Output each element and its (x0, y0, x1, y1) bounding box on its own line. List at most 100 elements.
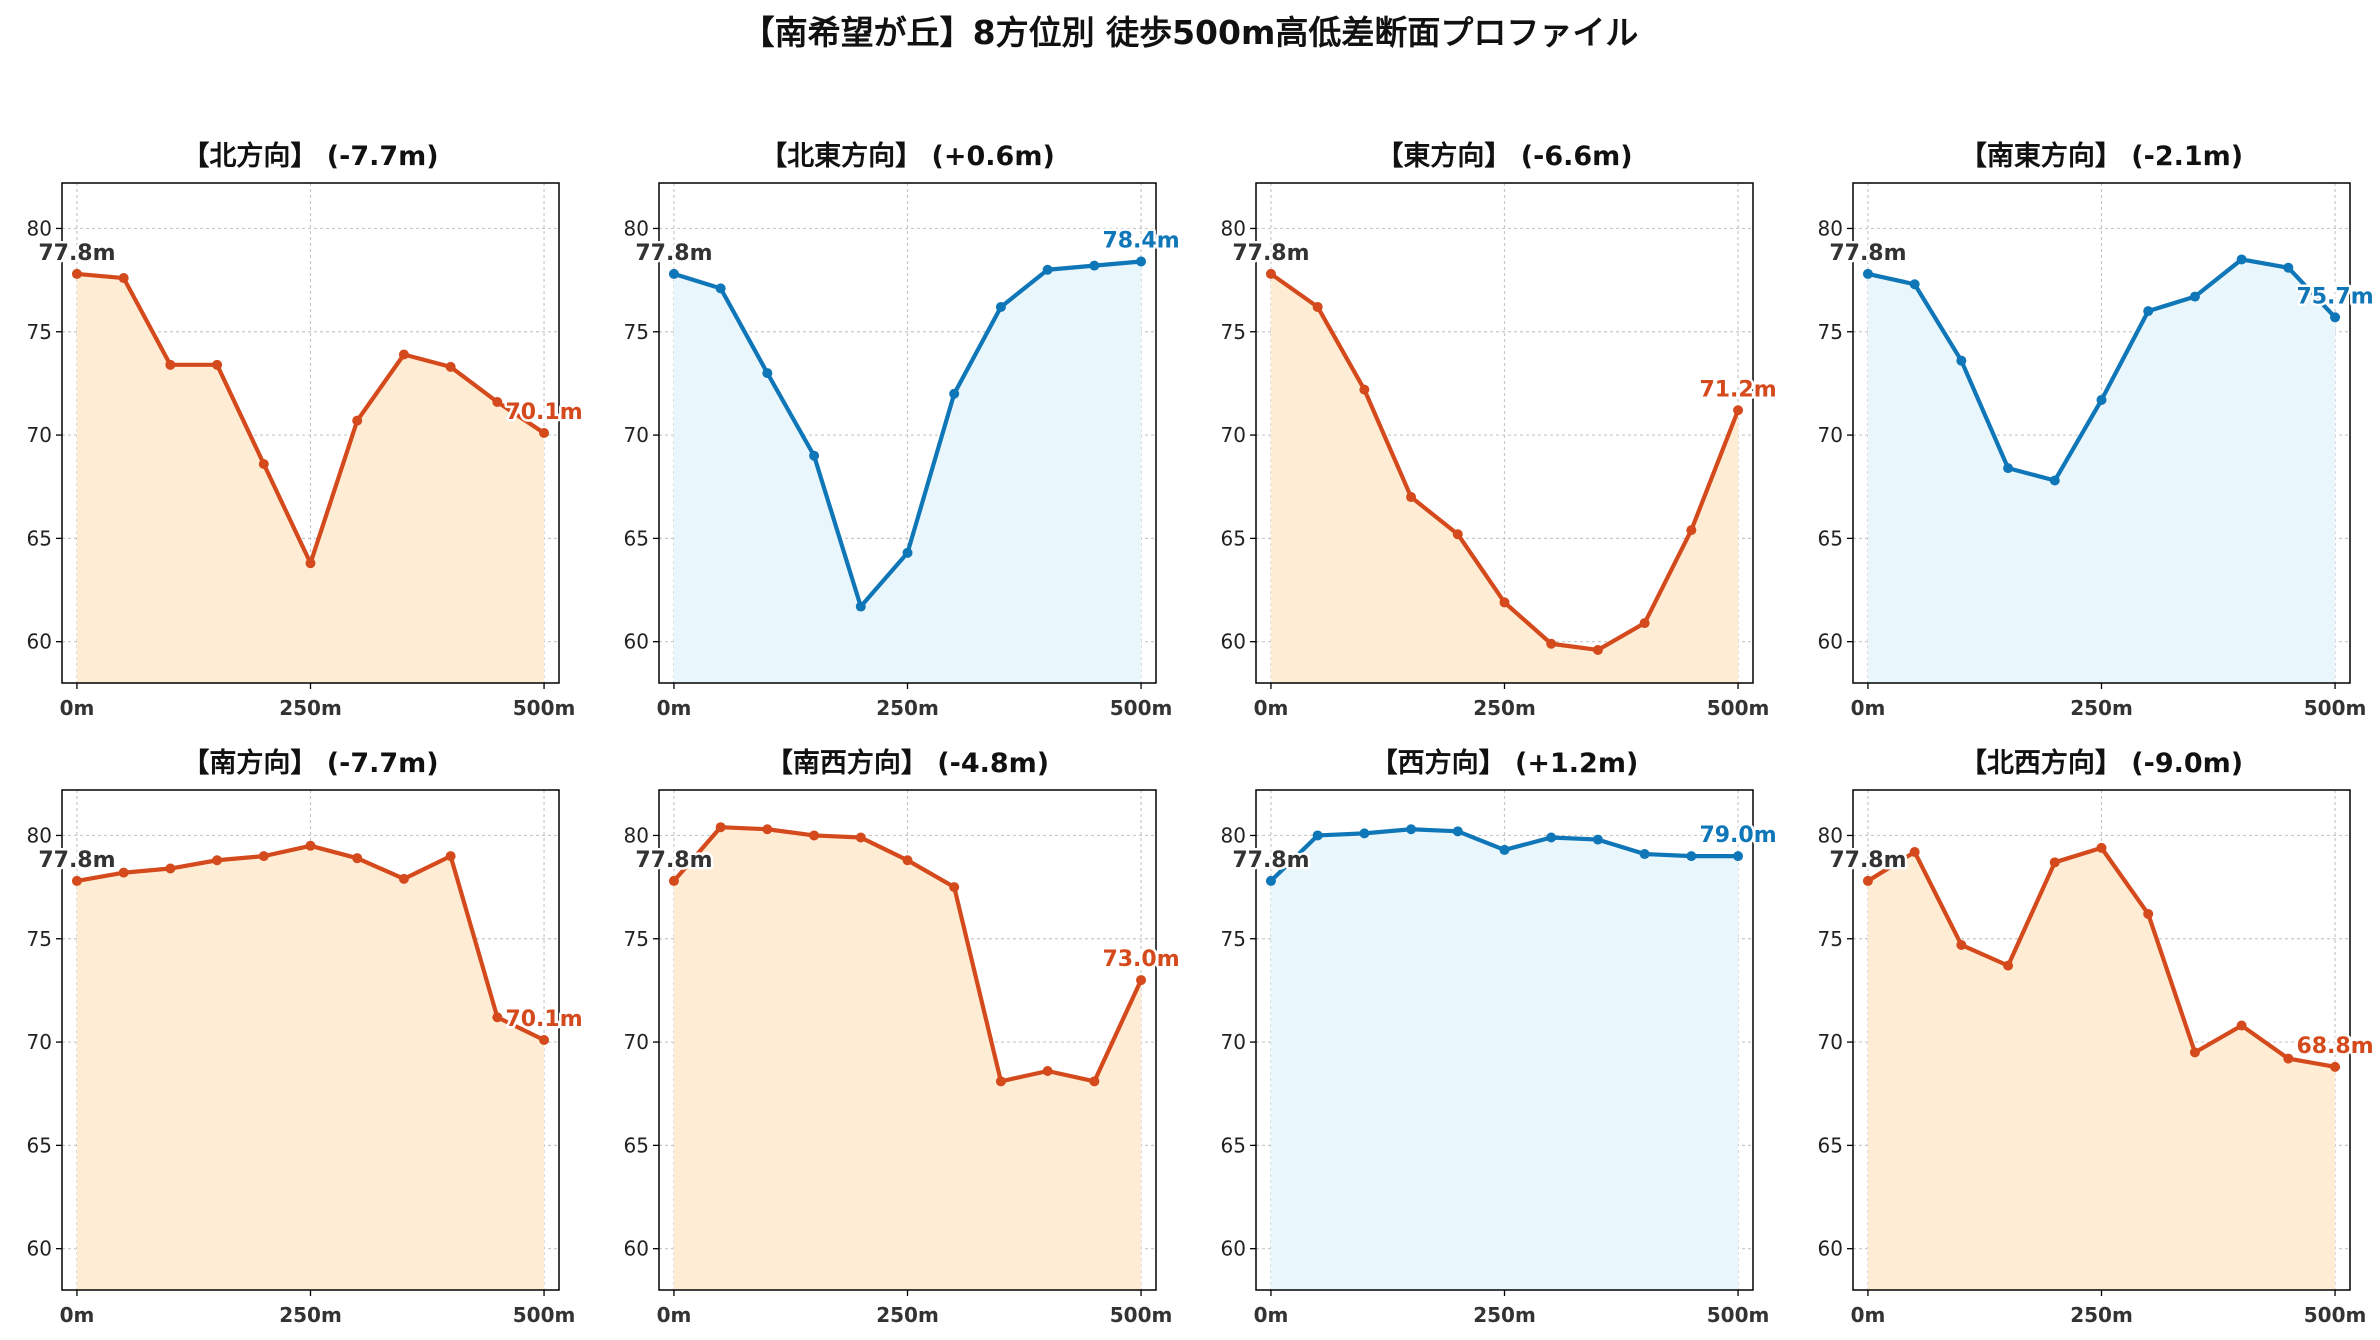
ytick-label: 70 (1818, 423, 1843, 447)
data-point (118, 273, 129, 284)
xtick-label: 0m (60, 696, 95, 720)
ytick-label: 80 (624, 823, 649, 847)
ytick-label: 65 (624, 1133, 649, 1157)
xtick-label: 500m (1110, 1303, 1173, 1327)
data-point (1312, 301, 1323, 312)
data-point (352, 853, 363, 864)
panel-title: 【北方向】 (-7.7m) (182, 140, 438, 172)
data-point (1312, 830, 1323, 841)
ytick-label: 75 (624, 320, 649, 344)
ytick-label: 75 (1221, 320, 1246, 344)
ytick-label: 65 (27, 526, 52, 550)
area-fill (1270, 273, 1739, 683)
xtick-label: 500m (513, 1303, 576, 1327)
ytick-label: 60 (27, 1237, 52, 1261)
ytick-label: 65 (1221, 1133, 1246, 1157)
data-point (809, 450, 820, 461)
data-point (1265, 268, 1276, 279)
ytick-label: 60 (1221, 1237, 1246, 1261)
data-point (352, 415, 363, 426)
panel-3: 【南東方向】 (-2.1m) 60 65 70 75 80 0m 250m 500m 77.8m 7… (1818, 140, 2377, 720)
ytick-label: 80 (1818, 216, 1843, 240)
ytick-label: 80 (1818, 823, 1843, 847)
ytick-label: 60 (27, 630, 52, 654)
start-label: 77.8m (1829, 848, 1906, 873)
xtick-label: 500m (513, 696, 576, 720)
data-point (1359, 384, 1370, 395)
xtick-label: 500m (2304, 1303, 2367, 1327)
ytick-label: 75 (624, 927, 649, 951)
data-point (1359, 828, 1370, 839)
data-point (492, 1012, 503, 1023)
data-point (1909, 279, 1920, 290)
area-fill (673, 827, 1142, 1290)
data-point (2189, 291, 2200, 302)
panel-title: 【南西方向】 (-4.8m) (766, 747, 1049, 779)
data-point (305, 840, 316, 851)
ytick-label: 65 (624, 526, 649, 550)
data-point (1089, 1076, 1100, 1087)
start-label: 77.8m (1232, 241, 1309, 266)
data-point (2330, 312, 2341, 323)
data-point (1546, 832, 1557, 843)
data-point (1956, 355, 1967, 366)
ytick-label: 65 (27, 1133, 52, 1157)
xtick-label: 0m (60, 1303, 95, 1327)
data-point (2096, 842, 2107, 853)
data-point (2049, 857, 2060, 868)
xtick-label: 250m (279, 1303, 342, 1327)
data-point (1499, 844, 1510, 855)
data-point (715, 283, 726, 294)
data-point (118, 867, 129, 878)
panel-5: 【南西方向】 (-4.8m) 60 65 70 75 80 0m 250m 500m 77.8m 7… (624, 747, 1183, 1327)
data-point (809, 830, 820, 841)
data-point (1956, 939, 1967, 950)
data-point (2143, 908, 2154, 919)
ytick-label: 80 (27, 823, 52, 847)
xtick-label: 250m (876, 1303, 939, 1327)
ytick-label: 60 (1818, 630, 1843, 654)
data-point (1639, 849, 1650, 860)
end-label: 70.1m (505, 1007, 582, 1032)
data-point (1862, 875, 1873, 886)
ytick-label: 80 (1221, 216, 1246, 240)
ytick-label: 70 (624, 1030, 649, 1054)
ytick-label: 80 (1221, 823, 1246, 847)
xtick-label: 500m (1707, 696, 1770, 720)
data-point (949, 882, 960, 893)
end-label: 70.1m (505, 400, 582, 425)
data-point (492, 397, 503, 408)
area-fill (76, 845, 545, 1290)
end-label: 79.0m (1699, 823, 1776, 848)
data-point (398, 873, 409, 884)
ytick-label: 75 (27, 320, 52, 344)
xtick-label: 0m (1851, 696, 1886, 720)
panel-0: 【北方向】 (-7.7m) 60 65 70 75 80 0m 250m 500m 77.8m 70… (27, 140, 586, 720)
panel-title: 【南方向】 (-7.7m) (182, 747, 438, 779)
data-point (995, 1076, 1006, 1087)
panel-title: 【西方向】 (+1.2m) (1371, 747, 1639, 779)
ytick-label: 75 (1818, 927, 1843, 951)
data-point (212, 855, 223, 866)
data-point (1452, 529, 1463, 540)
data-point (2283, 1053, 2294, 1064)
xtick-label: 250m (2070, 696, 2133, 720)
data-point (1089, 260, 1100, 271)
ytick-label: 65 (1818, 1133, 1843, 1157)
ytick-label: 70 (27, 423, 52, 447)
ytick-label: 60 (624, 1237, 649, 1261)
end-label: 71.2m (1699, 377, 1776, 402)
data-point (445, 851, 456, 862)
panel-title: 【北東方向】 (+0.6m) (760, 140, 1055, 172)
data-point (1733, 851, 1744, 862)
data-point (1909, 846, 1920, 857)
xtick-label: 250m (1473, 1303, 1536, 1327)
data-point (2330, 1061, 2341, 1072)
ytick-label: 80 (27, 216, 52, 240)
data-point (2189, 1047, 2200, 1058)
data-point (1862, 268, 1873, 279)
data-point (855, 832, 866, 843)
xtick-label: 0m (1851, 1303, 1886, 1327)
ytick-label: 80 (624, 216, 649, 240)
